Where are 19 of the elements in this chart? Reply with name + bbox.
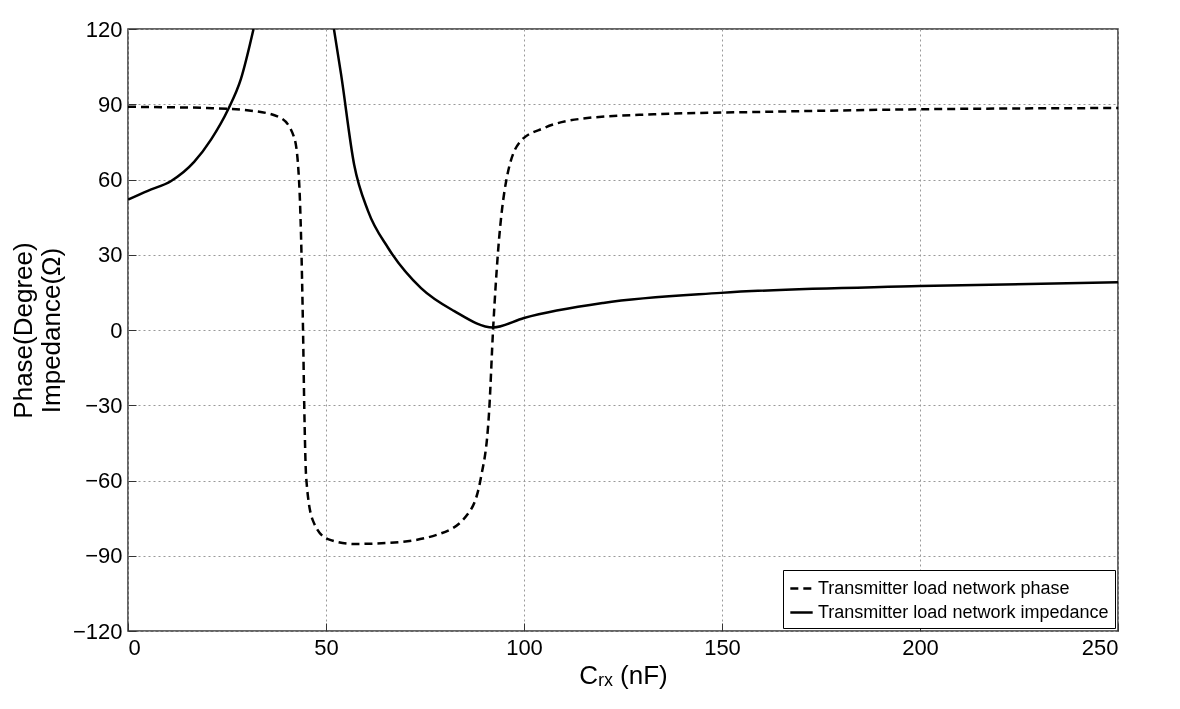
- y-tick-label: −30: [85, 392, 123, 418]
- x-axis-title: Cᵣₓ (nF): [579, 659, 668, 690]
- y-tick-label: −60: [85, 468, 123, 493]
- legend-label: Transmitter load network phase: [818, 577, 1070, 598]
- x-tick-label: 0: [128, 634, 141, 660]
- y-tick-label: −90: [85, 543, 123, 569]
- y-tick-label: 60: [98, 167, 123, 192]
- legend-label: Transmitter load network impedance: [818, 601, 1109, 622]
- x-tick-label: 150: [704, 634, 741, 660]
- x-tick-label: 250: [1081, 634, 1119, 660]
- y-tick-label: 90: [98, 91, 123, 117]
- x-tick-label: 100: [506, 634, 543, 660]
- y-tick-label: −120: [72, 618, 123, 644]
- y-tick-label: 0: [110, 317, 123, 343]
- y-tick-label: 120: [85, 16, 123, 42]
- x-tick-label: 50: [314, 634, 339, 660]
- x-tick-label: 200: [902, 634, 939, 660]
- y-axis-title: Phase(Degree) Impedance(Ω): [7, 242, 66, 419]
- y-tick-label: 30: [98, 242, 123, 268]
